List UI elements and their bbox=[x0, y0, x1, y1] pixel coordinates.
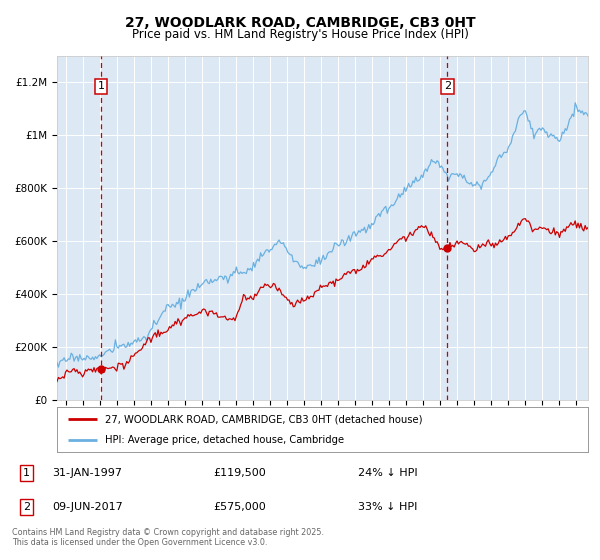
Text: 33% ↓ HPI: 33% ↓ HPI bbox=[358, 502, 417, 512]
Text: Price paid vs. HM Land Registry's House Price Index (HPI): Price paid vs. HM Land Registry's House … bbox=[131, 28, 469, 41]
Text: 27, WOODLARK ROAD, CAMBRIDGE, CB3 0HT: 27, WOODLARK ROAD, CAMBRIDGE, CB3 0HT bbox=[125, 16, 475, 30]
Text: Contains HM Land Registry data © Crown copyright and database right 2025.
This d: Contains HM Land Registry data © Crown c… bbox=[12, 528, 324, 547]
Text: £575,000: £575,000 bbox=[214, 502, 266, 512]
Text: 1: 1 bbox=[23, 468, 30, 478]
Text: 1: 1 bbox=[97, 81, 104, 91]
Text: 2: 2 bbox=[23, 502, 30, 512]
Text: HPI: Average price, detached house, Cambridge: HPI: Average price, detached house, Camb… bbox=[105, 435, 344, 445]
Text: 09-JUN-2017: 09-JUN-2017 bbox=[52, 502, 123, 512]
Text: 31-JAN-1997: 31-JAN-1997 bbox=[52, 468, 122, 478]
Text: 24% ↓ HPI: 24% ↓ HPI bbox=[358, 468, 417, 478]
Text: 27, WOODLARK ROAD, CAMBRIDGE, CB3 0HT (detached house): 27, WOODLARK ROAD, CAMBRIDGE, CB3 0HT (d… bbox=[105, 414, 422, 424]
Text: 2: 2 bbox=[444, 81, 451, 91]
Text: £119,500: £119,500 bbox=[214, 468, 266, 478]
